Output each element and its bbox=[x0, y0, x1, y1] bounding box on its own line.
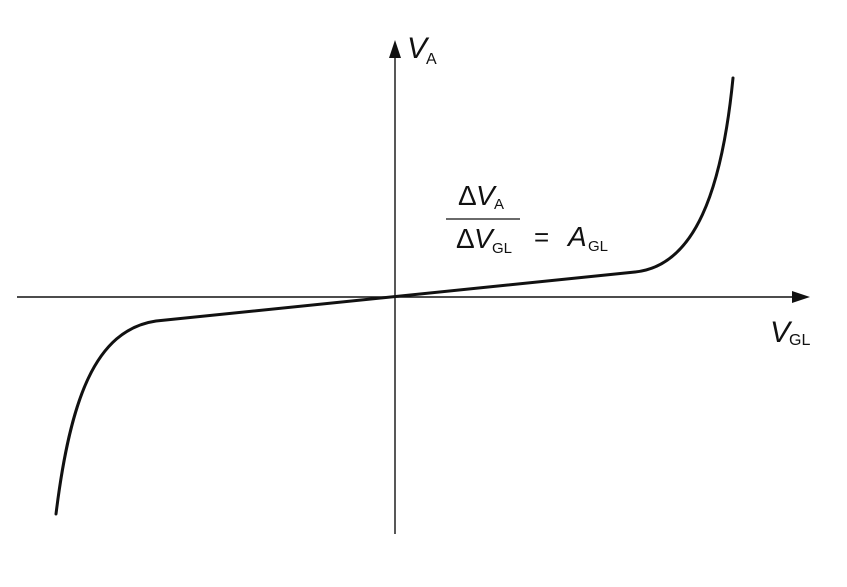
x-axis-label: V bbox=[770, 316, 793, 349]
result-subscript: GL bbox=[588, 238, 608, 255]
transfer-curve bbox=[54, 76, 735, 516]
denominator-delta: Δ bbox=[456, 223, 475, 254]
numerator-variable: V bbox=[476, 180, 497, 211]
y-axis-arrow-icon bbox=[389, 40, 401, 58]
equals-sign: = bbox=[534, 222, 549, 252]
x-axis-arrow-icon bbox=[792, 291, 810, 303]
x-axis-label-subscript: GL bbox=[789, 332, 810, 349]
denominator-subscript: GL bbox=[492, 240, 512, 257]
numerator-subscript: A bbox=[494, 196, 504, 213]
result-variable: A bbox=[566, 221, 587, 252]
y-axis-label-subscript: A bbox=[426, 51, 437, 68]
y-axis-label: V bbox=[407, 32, 430, 65]
denominator-variable: V bbox=[474, 223, 495, 254]
numerator-delta: Δ bbox=[458, 180, 477, 211]
gain-equation: Δ V A Δ V GL = A GL bbox=[446, 180, 608, 257]
